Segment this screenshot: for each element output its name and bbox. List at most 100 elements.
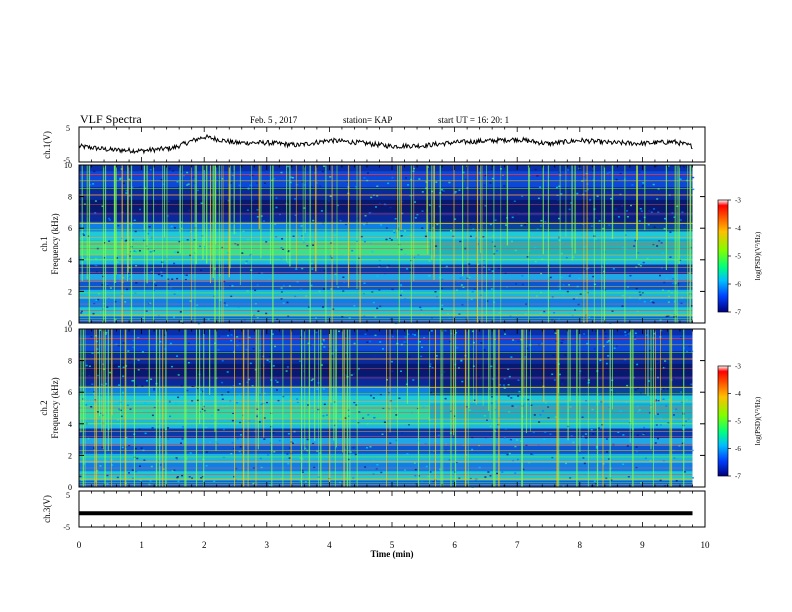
spectrogram-speckle: [428, 416, 430, 419]
spectrogram-speckle: [399, 294, 402, 297]
spectrogram-speckle: [404, 336, 407, 338]
spectrogram-speckle: [259, 415, 262, 417]
spectrogram-speckle: [117, 424, 120, 427]
spectrogram-speckle: [110, 287, 112, 289]
spectrogram-speckle: [93, 302, 96, 305]
spectrogram-speckle: [353, 401, 356, 404]
spectrogram-speckle: [243, 303, 246, 306]
spectrogram-speckle: [460, 357, 463, 359]
spectrogram-speckle: [613, 347, 616, 349]
spectrogram-speckle: [85, 364, 88, 367]
spectrogram-speckle: [287, 165, 289, 168]
spectrogram-speckle: [134, 230, 137, 233]
spectrogram-band: [79, 480, 693, 487]
spectrogram-speckle: [232, 385, 235, 387]
spectrogram-band: [79, 329, 693, 336]
spectrogram-speckle: [378, 264, 381, 267]
spectrogram-speckle: [482, 236, 485, 238]
spectrogram-speckle: [286, 261, 289, 263]
spectrogram-speckle: [230, 453, 233, 455]
spectrogram-speckle: [675, 165, 678, 168]
spectrogram-speckle: [463, 469, 466, 471]
spectrogram-speckle: [347, 415, 350, 417]
spectrogram-speckle: [486, 419, 488, 421]
spectrogram-speckle: [639, 265, 642, 267]
spectrogram-speckle: [536, 228, 539, 230]
spectrogram-speckle: [180, 384, 183, 387]
spectrogram-speckle: [606, 191, 609, 194]
spectrogram-speckle: [226, 252, 229, 254]
spectrogram-speckle: [343, 281, 346, 283]
spectrogram-speckle: [496, 472, 498, 475]
spectrogram-speckle: [177, 422, 180, 424]
spectrogram-speckle: [568, 275, 571, 277]
spectrogram-speckle: [640, 210, 643, 212]
spectrogram-speckle: [633, 245, 636, 247]
spectrogram-speckle: [662, 460, 665, 462]
spectrogram-speckle: [90, 335, 93, 338]
spectrogram-speckle: [201, 409, 204, 411]
spectrogram-speckle: [549, 433, 552, 435]
spectrogram-speckle: [222, 428, 225, 431]
spectrogram-speckle: [520, 211, 523, 213]
spectrogram-speckle: [561, 383, 564, 385]
spectrogram-speckle: [233, 447, 235, 450]
spectrogram-speckle: [141, 351, 144, 353]
colorbar-tick-label: -3: [735, 363, 741, 371]
spectrogram-speckle: [380, 471, 383, 474]
spectrogram-speckle: [316, 362, 319, 365]
spectrogram-speckle: [167, 278, 170, 280]
spectrogram-speckle: [191, 374, 193, 377]
spectrogram-speckle: [264, 426, 267, 428]
spectrogram-speckle: [527, 398, 530, 401]
spectrogram-speckle: [419, 306, 422, 309]
spectrogram-speckle: [264, 376, 267, 379]
spectrogram-speckle: [607, 355, 610, 357]
spectrogram-speckle: [497, 267, 500, 270]
spectrogram-speckle: [329, 176, 332, 178]
spectrogram-speckle: [363, 315, 366, 317]
spectrogram-speckle: [406, 268, 409, 270]
spectrogram-speckle: [358, 302, 361, 305]
spectrogram-speckle: [152, 250, 154, 253]
spectrogram-speckle: [199, 212, 202, 215]
spectrogram-speckle: [363, 223, 366, 226]
spectrogram-speckle: [569, 312, 572, 314]
spectrogram-speckle: [96, 470, 99, 472]
spectrogram-speckle: [683, 471, 686, 473]
spectrogram-speckle: [672, 414, 675, 416]
spectrogram-speckle: [155, 284, 157, 287]
spectrogram-speckle: [635, 446, 638, 448]
spectrogram-speckle: [478, 172, 481, 174]
spectrogram-speckle: [320, 364, 323, 366]
spectrogram-speckle: [248, 336, 251, 339]
spectrogram-speckle: [338, 330, 340, 333]
spectrogram-speckle: [530, 404, 533, 406]
spectrogram-speckle: [170, 225, 173, 228]
spectrogram-speckle: [504, 272, 507, 274]
time-tick-label: 7: [515, 540, 520, 550]
spectrogram-speckle: [296, 280, 299, 283]
ch1-ytick-bottom: -5: [63, 156, 70, 165]
spectrogram-speckle: [613, 392, 616, 394]
spectrogram-speckle: [158, 187, 161, 189]
spectrogram-speckle: [510, 397, 513, 399]
spectrogram-speckle: [586, 291, 589, 294]
spectrogram-speckle: [369, 446, 372, 448]
ch1-colorbar-ticks: -3 -4 -5 -6 -7: [728, 197, 741, 317]
spectrogram-speckle: [173, 293, 176, 295]
spectrogram-speckle: [544, 431, 547, 433]
spectrogram-speckle: [136, 457, 139, 460]
spectrogram-speckle: [339, 219, 342, 222]
spectrogram-speckle: [186, 171, 189, 174]
spectrogram-speckle: [153, 389, 156, 391]
spectrogram-speckle: [516, 458, 519, 461]
spectrogram-speckle: [676, 422, 678, 424]
spectrogram-speckle: [529, 169, 532, 171]
spectrogram-speckle: [373, 355, 376, 357]
spectrogram-speckle: [389, 400, 392, 402]
spectrogram-speckle: [232, 412, 234, 414]
spectrogram-speckle: [175, 402, 177, 405]
spectrogram-speckle: [149, 169, 152, 171]
spectrogram-speckle: [301, 365, 304, 367]
